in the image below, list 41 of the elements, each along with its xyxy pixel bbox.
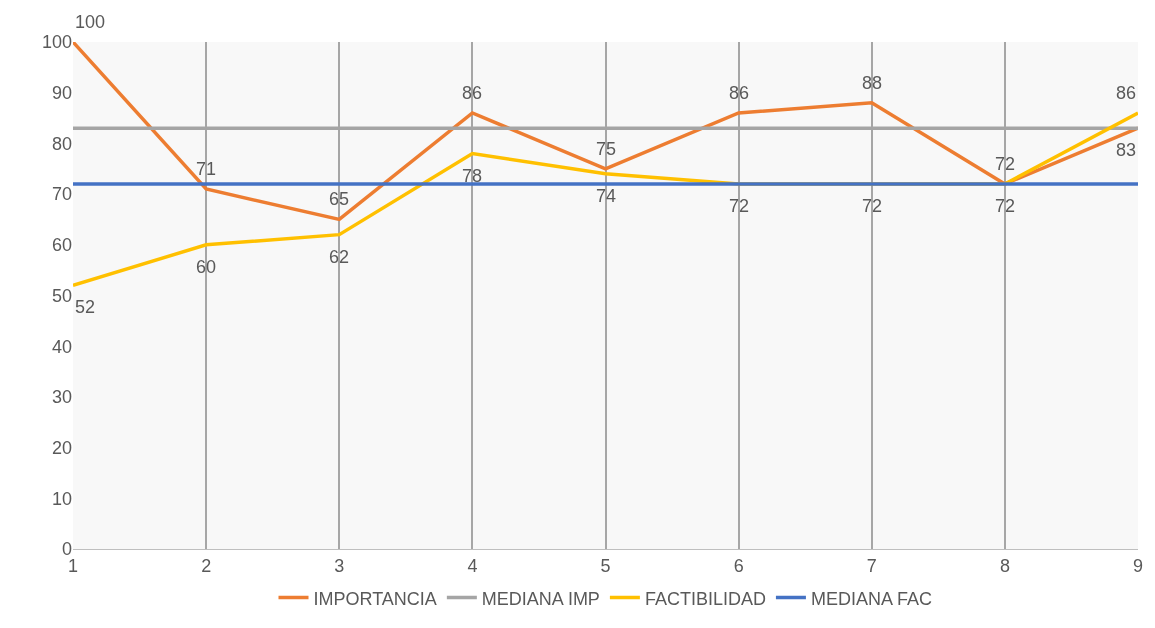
x-tick-label: 3 <box>334 555 345 576</box>
y-tick-label: 50 <box>51 285 72 306</box>
legend-label: FACTIBILIDAD <box>644 588 766 609</box>
data-label: 86 <box>729 83 750 103</box>
data-label: 71 <box>196 159 217 179</box>
y-tick-label: 60 <box>51 235 72 256</box>
x-tick-label: 8 <box>999 555 1010 576</box>
data-label: 100 <box>75 12 106 32</box>
data-label: 86 <box>462 83 483 103</box>
y-tick-label: 20 <box>51 437 72 458</box>
x-tick-label: 7 <box>866 555 877 576</box>
data-label: 72 <box>729 196 750 216</box>
y-tick-label: 100 <box>41 32 72 53</box>
x-tick-label: 4 <box>467 555 478 576</box>
legend-label: IMPORTANCIA <box>313 588 437 609</box>
x-tick-label: 5 <box>600 555 611 576</box>
y-tick-label: 40 <box>51 336 72 357</box>
data-label: 60 <box>196 257 217 277</box>
data-label: 74 <box>596 186 617 206</box>
y-tick-label: 30 <box>51 387 72 408</box>
data-label: 72 <box>995 154 1016 174</box>
data-label: 65 <box>329 189 350 209</box>
y-tick-label: 90 <box>51 83 72 103</box>
y-tick-label: 80 <box>51 133 72 154</box>
data-label: 78 <box>462 166 483 186</box>
legend-label: MEDIANA IMP <box>481 588 600 609</box>
data-label: 52 <box>75 297 96 317</box>
legend-label: MEDIANA FAC <box>810 588 932 609</box>
x-tick-label: 6 <box>733 555 744 576</box>
data-label: 75 <box>596 139 617 159</box>
data-label: 88 <box>862 73 883 93</box>
y-tick-label: 10 <box>51 488 72 509</box>
data-label: 72 <box>862 196 883 216</box>
line-series <box>73 42 1138 222</box>
x-tick-label: 2 <box>201 555 212 576</box>
x-tick-label: 9 <box>1132 555 1144 576</box>
data-label: 83 <box>1116 140 1137 160</box>
data-label: 62 <box>329 247 350 267</box>
y-tick-label: 70 <box>51 184 72 205</box>
data-label: 86 <box>1116 83 1137 103</box>
data-label: 72 <box>995 196 1016 216</box>
